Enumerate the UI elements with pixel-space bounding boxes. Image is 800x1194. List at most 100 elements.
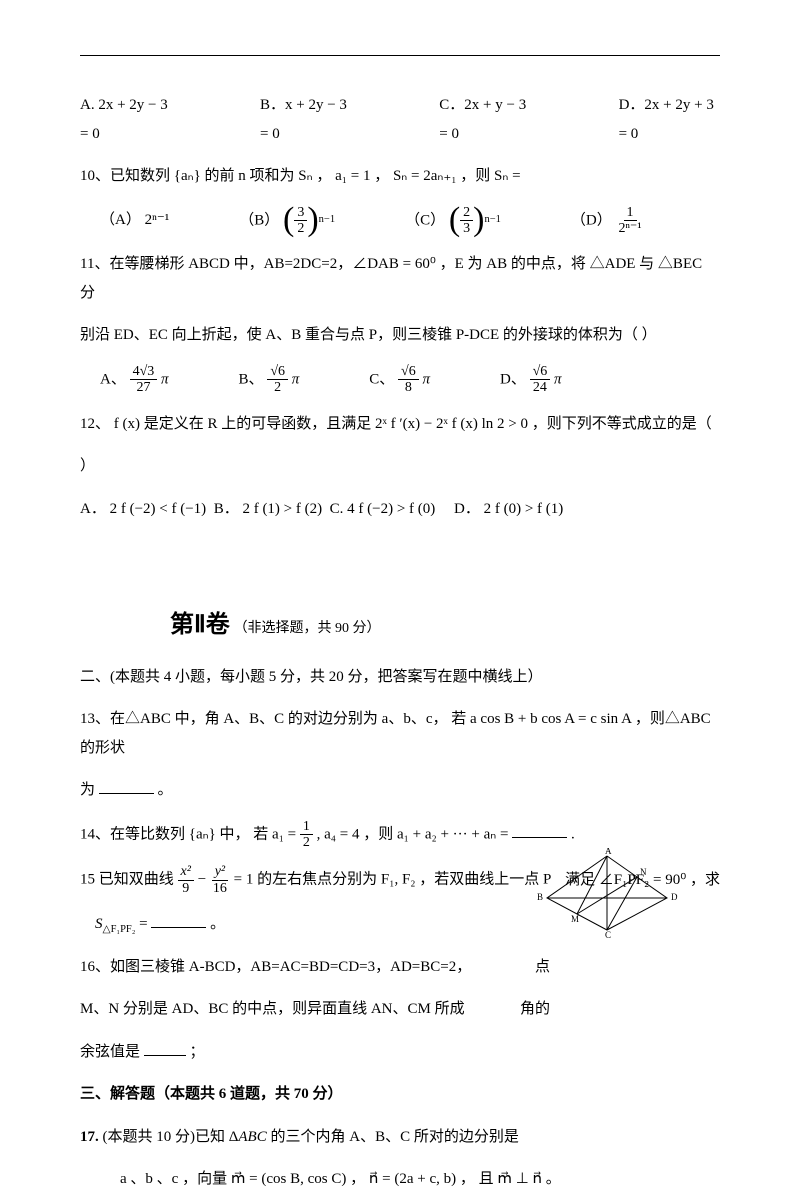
q13-line2: 为 。 bbox=[80, 776, 720, 805]
q15-pre: 15 已知双曲线 bbox=[80, 872, 178, 888]
q15-eq1: = 1 的左右焦点分别为 F₁, F₂ ，若双曲线上一点 P bbox=[234, 872, 552, 888]
q11-d-label: D、 bbox=[500, 371, 526, 387]
q10-options: （A） 2ⁿ⁻¹ （B） ( 32 ) n−1 （C） ( 23 ) n−1 （… bbox=[80, 205, 720, 237]
q10-stem: 10、已知数列 {aₙ} 的前 n 项和为 Sₙ ， a₁ = 1 ， Sₙ =… bbox=[80, 162, 720, 191]
q11-options: A、 4√327 π B、 √62 π C、 √68 π D、 √624 π bbox=[80, 364, 720, 396]
q17-line2: a 、b 、c ，向量 m⃗ = (cos B, cos C) ， n⃗ = (… bbox=[80, 1165, 720, 1194]
q11-a-label: A、 bbox=[100, 371, 126, 387]
q11-a-den: 27 bbox=[133, 380, 153, 395]
q11-line1: 11、在等腰梯形 ABCD 中，AB=2DC=2，∠DAB = 60⁰ ，E 为… bbox=[80, 250, 720, 307]
q10-c-den: 3 bbox=[460, 221, 473, 236]
q16-figure: A B C D M N bbox=[535, 848, 680, 938]
q11-d-den: 24 bbox=[530, 380, 550, 395]
q17-line1: 17. (本题共 10 分)已知 ΔABC 的三个内角 A、B、C 所对的边分别… bbox=[80, 1123, 720, 1152]
q16-l3a: 余弦值是 bbox=[80, 1044, 140, 1060]
q11-d-num: √6 bbox=[530, 364, 551, 380]
q16-l1b: 点 bbox=[535, 953, 550, 982]
q11-b-den: 2 bbox=[271, 380, 284, 395]
q9-opt-d: D．2x + 2y + 3 = 0 bbox=[619, 91, 720, 148]
pi: π bbox=[161, 371, 169, 387]
q11-a-num: 4√3 bbox=[130, 364, 158, 380]
q16-line3: 余弦值是 ； bbox=[80, 1038, 550, 1067]
section2-title: 第Ⅱ卷 bbox=[170, 612, 230, 638]
q12-opt-c: C. 4 f (−2) > f (0) bbox=[330, 501, 436, 517]
q10-opt-a: （A） 2ⁿ⁻¹ bbox=[100, 206, 169, 235]
q10-c-label: （C） bbox=[405, 212, 445, 228]
q14-mid: , a₄ = 4 ，则 a₁ + a₂ + ··· + aₙ = bbox=[317, 826, 513, 842]
q12-options: A． 2 f (−2) < f (−1) B． 2 f (1) > f (2) … bbox=[80, 495, 720, 524]
part3-header: 三、解答题（本题共 6 道题，共 70 分） bbox=[80, 1080, 720, 1109]
q10-opt-b: （B） ( 32 ) n−1 bbox=[239, 205, 335, 237]
q12-opt-d: D． 2 f (0) > f (1) bbox=[454, 501, 563, 517]
q10-c-num: 2 bbox=[460, 205, 473, 221]
q16-line1: 16、如图三棱锥 A-BCD，AB=AC=BD=CD=3，AD=BC=2， 点 bbox=[80, 953, 550, 982]
pi: π bbox=[422, 371, 430, 387]
q15-x2: x² bbox=[178, 864, 194, 880]
q9-options: A. 2x + 2y − 3 = 0 B．x + 2y − 3 = 0 C．2x… bbox=[80, 91, 720, 148]
q10-d-den: 2ⁿ⁻¹ bbox=[616, 221, 645, 236]
q10-b-num: 3 bbox=[294, 205, 307, 221]
section2-title-row: 第Ⅱ卷 （非选择题，共 90 分） bbox=[80, 603, 720, 649]
q16-line2: M、N 分别是 AD、BC 的中点，则异面直线 AN、CM 所成 角的 bbox=[80, 995, 550, 1024]
q10-a-expr: 2ⁿ⁻¹ bbox=[145, 212, 170, 228]
q10-d-num: 1 bbox=[624, 205, 637, 221]
q11-opt-d: D、 √624 π bbox=[500, 364, 562, 396]
q12-stem: 12、 f (x) 是定义在 R 上的可导函数，且满足 2ˣ f ′(x) − … bbox=[80, 410, 720, 439]
q10-opt-c: （C） ( 23 ) n−1 bbox=[405, 205, 501, 237]
fig-label-m: M bbox=[571, 914, 579, 924]
section2-sub: （非选择题，共 90 分） bbox=[234, 621, 381, 636]
q12-opt-a: A． 2 f (−2) < f (−1) bbox=[80, 501, 206, 517]
q16: 16、如图三棱锥 A-BCD，AB=AC=BD=CD=3，AD=BC=2， 点 … bbox=[80, 953, 720, 1067]
q14-post: . bbox=[571, 826, 575, 842]
q11-opt-a: A、 4√327 π bbox=[100, 364, 169, 396]
q14-fden: 2 bbox=[300, 835, 313, 850]
blank bbox=[144, 1041, 186, 1056]
blank bbox=[99, 779, 154, 794]
q15-16: 16 bbox=[210, 881, 230, 896]
q11-opt-b: B、 √62 π bbox=[239, 364, 300, 396]
q10-opt-d: （D） 12ⁿ⁻¹ bbox=[571, 205, 645, 237]
q10-stem-text: 10、已知数列 {aₙ} 的前 n 项和为 Sₙ ， a₁ = 1 ， Sₙ =… bbox=[80, 168, 521, 184]
q13-line1: 13、在△ABC 中，角 A、B、C 的对边分别为 a、b、c， 若 a cos… bbox=[80, 705, 720, 762]
minus: − bbox=[198, 872, 210, 888]
q14-fnum: 1 bbox=[300, 819, 313, 835]
pi: π bbox=[292, 371, 300, 387]
blank bbox=[151, 913, 206, 928]
q15-Seq: = bbox=[139, 916, 151, 932]
top-rule bbox=[80, 55, 720, 56]
q10-b-label: （B） bbox=[239, 212, 279, 228]
part2-header: 二、(本题共 4 小题，每小题 5 分，共 20 分，把答案写在题中横线上） bbox=[80, 663, 720, 692]
q11-opt-c: C、 √68 π bbox=[369, 364, 430, 396]
q12-close: ） bbox=[80, 452, 720, 481]
q11-c-den: 8 bbox=[402, 380, 415, 395]
q9-opt-a: A. 2x + 2y − 3 = 0 bbox=[80, 91, 175, 148]
q15-Ssub: △F₁PF₂ bbox=[103, 924, 136, 935]
fig-label-n: N bbox=[640, 867, 647, 877]
q11-c-label: C、 bbox=[369, 371, 394, 387]
q15-9: 9 bbox=[179, 881, 192, 896]
blank bbox=[512, 823, 567, 838]
q11-b-num: √6 bbox=[267, 364, 288, 380]
fig-label-d: D bbox=[671, 892, 678, 902]
q16-l3b: ； bbox=[190, 1044, 205, 1060]
q9-opt-b: B．x + 2y − 3 = 0 bbox=[260, 91, 354, 148]
pi: π bbox=[554, 371, 562, 387]
q15-post: 。 bbox=[210, 916, 225, 932]
q15-S: S bbox=[95, 916, 103, 932]
q16-l2b: 角的 bbox=[520, 995, 550, 1024]
q10-a-label: （A） bbox=[100, 212, 141, 228]
q15-y2: y² bbox=[212, 864, 228, 880]
q10-d-label: （D） bbox=[571, 212, 612, 228]
q11-b-label: B、 bbox=[239, 371, 264, 387]
q14-pre: 14、在等比数列 {aₙ} 中， 若 a₁ = bbox=[80, 826, 300, 842]
fig-label-a: A bbox=[605, 848, 612, 856]
q14: 14、在等比数列 {aₙ} 中， 若 a₁ = 12 , a₄ = 4 ，则 a… bbox=[80, 819, 720, 851]
q10-b-den: 2 bbox=[294, 221, 307, 236]
q17-l1-text: (本题共 10 分)已知 ΔABC 的三个内角 A、B、C 所对的边分别是 bbox=[103, 1129, 519, 1145]
q9-opt-c: C．2x + y − 3 = 0 bbox=[439, 91, 533, 148]
q12-opt-b: B． 2 f (1) > f (2) bbox=[214, 501, 322, 517]
q16-l2a: M、N 分别是 AD、BC 的中点，则异面直线 AN、CM 所成 bbox=[80, 995, 465, 1024]
q11-line2: 别沿 ED、EC 向上折起，使 A、B 重合与点 P，则三棱锥 P-DCE 的外… bbox=[80, 321, 720, 350]
fig-label-c: C bbox=[605, 930, 611, 938]
q13-post: 。 bbox=[158, 782, 173, 798]
